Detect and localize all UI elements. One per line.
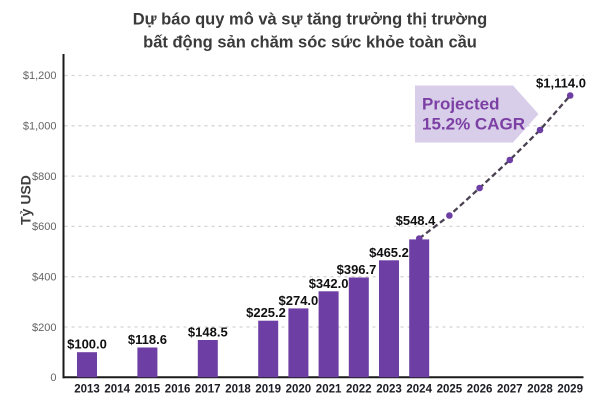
svg-text:2019: 2019: [255, 384, 281, 396]
svg-text:$148.5: $148.5: [188, 325, 228, 340]
svg-text:$1,000: $1,000: [23, 121, 57, 133]
svg-text:2014: 2014: [104, 384, 130, 396]
svg-text:$100.0: $100.0: [67, 337, 107, 352]
svg-text:2022: 2022: [346, 384, 372, 396]
svg-text:2016: 2016: [165, 384, 191, 396]
svg-text:Projected: Projected: [422, 95, 499, 114]
svg-text:Dự báo quy mô và sự tăng trưởn: Dự báo quy mô và sự tăng trưởng thị trườ…: [133, 11, 488, 29]
svg-text:$548.4: $548.4: [396, 213, 437, 228]
svg-text:$200: $200: [32, 322, 56, 334]
svg-text:2024: 2024: [406, 384, 432, 396]
svg-text:bất động sản chăm sóc sức khỏe: bất động sản chăm sóc sức khỏe toàn cầu: [143, 34, 477, 52]
svg-text:2023: 2023: [376, 384, 402, 396]
svg-text:$342.0: $342.0: [309, 276, 349, 291]
svg-text:$225.2: $225.2: [246, 305, 286, 320]
svg-text:2025: 2025: [437, 384, 463, 396]
svg-text:2029: 2029: [557, 384, 583, 396]
svg-text:2028: 2028: [527, 384, 553, 396]
svg-text:2027: 2027: [497, 384, 523, 396]
svg-text:15.2% CAGR: 15.2% CAGR: [422, 115, 525, 134]
svg-text:2021: 2021: [316, 384, 342, 396]
svg-text:2020: 2020: [286, 384, 312, 396]
svg-text:$600: $600: [32, 221, 56, 233]
svg-text:$118.6: $118.6: [128, 332, 167, 347]
svg-text:$400: $400: [32, 272, 56, 284]
svg-text:$800: $800: [32, 171, 56, 183]
svg-text:Tỷ USD: Tỷ USD: [18, 175, 34, 225]
svg-text:$396.7: $396.7: [337, 262, 377, 277]
svg-text:$465.2: $465.2: [369, 245, 409, 260]
svg-text:2017: 2017: [195, 384, 221, 396]
svg-text:0: 0: [50, 372, 56, 384]
svg-text:$1,200: $1,200: [23, 70, 57, 82]
svg-text:$274.0: $274.0: [279, 293, 319, 308]
svg-text:2013: 2013: [74, 384, 100, 396]
svg-text:2026: 2026: [467, 384, 493, 396]
svg-text:2018: 2018: [225, 384, 251, 396]
svg-text:$1,114.0: $1,114.0: [536, 76, 586, 91]
svg-text:2015: 2015: [135, 384, 161, 396]
